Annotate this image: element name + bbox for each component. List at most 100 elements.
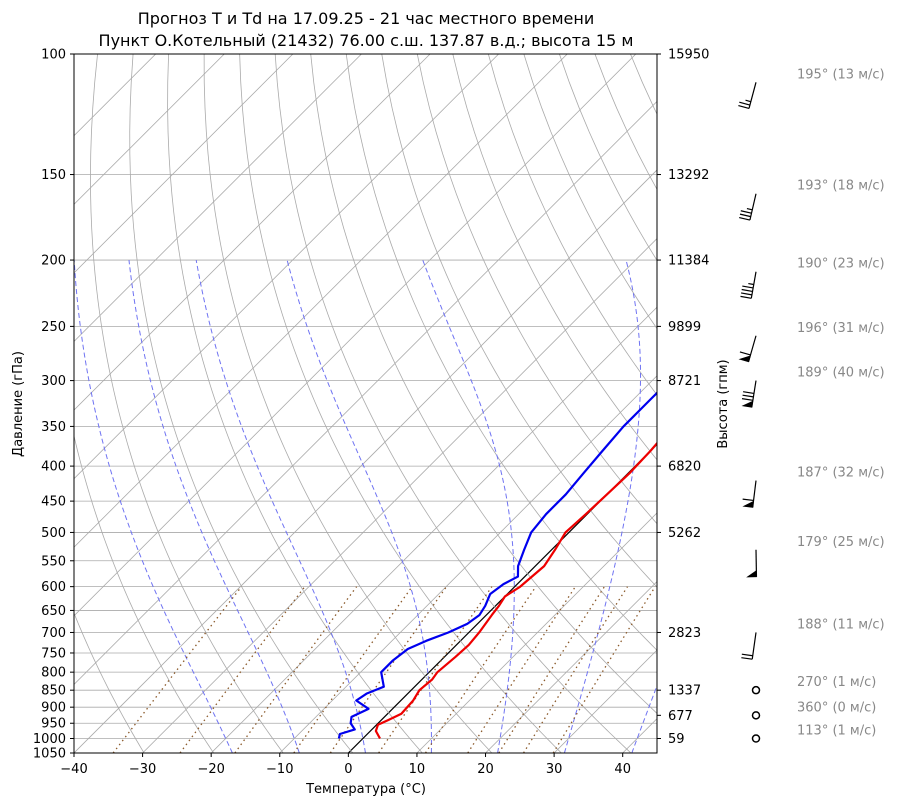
zero-isotherm xyxy=(347,443,657,753)
pressure-tick-label: 800 xyxy=(41,666,66,681)
wind-barb xyxy=(751,711,761,720)
isotherm--110 xyxy=(74,54,294,274)
wind-barb xyxy=(739,193,757,221)
height-axis-label: Высота (гпм) xyxy=(716,359,731,448)
x-tick-label: 20 xyxy=(477,762,494,777)
mixing-ratio-1 xyxy=(234,586,358,753)
moist-adiabat--20 xyxy=(74,260,233,753)
wind-label: 179° (25 м/с) xyxy=(797,535,885,550)
dry-adiabat-370 xyxy=(487,54,657,396)
wind-barb xyxy=(738,335,757,363)
x-tick-label: −20 xyxy=(197,762,224,777)
isotherm-20 xyxy=(485,580,657,753)
dry-adiabat-300 xyxy=(239,54,562,753)
dry-adiabat-250 xyxy=(74,434,214,753)
isotherm--100 xyxy=(74,54,362,343)
mixing-ratio-2 xyxy=(293,586,413,753)
isotherm--90 xyxy=(74,54,431,411)
pressure-tick-label: 750 xyxy=(41,646,66,661)
wind-barb xyxy=(741,380,757,408)
x-tick-label: 30 xyxy=(546,762,563,777)
dewpoint-profile xyxy=(337,391,657,739)
pressure-tick-label: 250 xyxy=(41,320,66,335)
wind-label: 270° (1 м/с) xyxy=(797,675,876,690)
dry-adiabat-240 xyxy=(74,612,145,753)
dry-adiabat-260 xyxy=(90,54,284,753)
height-tick-label: 11384 xyxy=(668,254,709,269)
pressure-tick-label: 950 xyxy=(41,717,66,732)
pressure-tick-label: 500 xyxy=(41,526,66,541)
dry-adiabat-310 xyxy=(274,54,632,753)
isotherm--80 xyxy=(74,54,499,480)
height-tick-label: 59 xyxy=(668,732,685,747)
profiles xyxy=(337,391,657,740)
mixing-ratio-12 xyxy=(467,586,576,753)
isotherm-40 xyxy=(622,718,657,753)
isotherm-10 xyxy=(416,512,657,753)
dry-adiabat-290 xyxy=(203,54,493,753)
dry-adiabat-450 xyxy=(773,54,900,753)
pressure-tick-label: 100 xyxy=(41,48,66,63)
dry-adiabat-410 xyxy=(630,54,657,115)
moist-adiabat-10 xyxy=(286,259,432,753)
pressure-tick-label: 650 xyxy=(41,604,66,619)
pressure-tick-label: 450 xyxy=(41,495,66,510)
isotherm--20 xyxy=(210,306,657,753)
y-axis-label: Давление (гПа) xyxy=(11,351,26,457)
dry-adiabat-340 xyxy=(381,54,657,588)
mixing-ratio-26 xyxy=(552,586,656,753)
pressure-tick-label: 1050 xyxy=(33,747,66,762)
wind-barb xyxy=(751,685,761,695)
x-axis-label: Температура (°C) xyxy=(305,782,426,797)
pressure-tick-label: 700 xyxy=(41,626,66,641)
pressure-tick-label: 200 xyxy=(41,254,66,269)
mixing-ratio-0.5 xyxy=(179,586,306,753)
wind-label: 187° (32 м/с) xyxy=(797,466,885,481)
x-tick-label: 10 xyxy=(409,762,426,777)
axes: −40 −30 −20 −10 0 10 20 30 40 100 150 200 250 300 350 4… xyxy=(33,48,709,778)
mixing-ratio-16 xyxy=(498,586,605,753)
plot-frame xyxy=(73,53,658,754)
isotherm--120 xyxy=(74,54,225,205)
isotherm--10 xyxy=(279,375,657,753)
background-lines xyxy=(74,54,900,753)
isotherm--40 xyxy=(74,169,657,753)
x-tick-label: −30 xyxy=(129,762,156,777)
wind-barb xyxy=(738,82,757,109)
x-tick-label: 40 xyxy=(614,762,631,777)
mixing-ratio-0.2 xyxy=(112,586,243,753)
x-tick-label: −10 xyxy=(266,762,293,777)
pressure-tick-label: 400 xyxy=(41,460,66,475)
height-tick-label: 6820 xyxy=(668,460,701,475)
mixing-ratio-20 xyxy=(522,586,629,753)
height-tick-label: 1337 xyxy=(668,684,701,699)
dry-adiabat-350 xyxy=(416,54,657,525)
pressure-tick-label: 150 xyxy=(41,168,66,183)
wind-label: 193° (18 м/с) xyxy=(797,179,885,194)
pressure-tick-label: 350 xyxy=(41,420,66,435)
mixing-ratio-5 xyxy=(378,586,493,753)
height-tick-label: 677 xyxy=(668,709,693,724)
wind-label: 195° (13 м/с) xyxy=(797,67,885,82)
wind-barb xyxy=(751,734,761,743)
isotherm--30 xyxy=(142,238,657,753)
pressure-tick-label: 300 xyxy=(41,374,66,389)
height-tick-label: 9899 xyxy=(668,320,701,335)
chart-title-line-2: Пункт О.Котельный (21432) 76.00 с.ш. 137… xyxy=(99,31,634,50)
dry-adiabat-280 xyxy=(167,54,423,753)
dry-adiabat-380 xyxy=(523,54,657,330)
pressure-tick-label: 600 xyxy=(41,580,66,595)
moist-adiabat-30 xyxy=(563,259,642,753)
height-tick-label: 5262 xyxy=(668,526,701,541)
dry-adiabat-320 xyxy=(310,54,657,714)
wind-barb xyxy=(741,632,757,660)
pressure-tick-label: 900 xyxy=(41,701,66,716)
x-tick-label: −40 xyxy=(60,762,87,777)
height-tick-label: 15950 xyxy=(668,48,709,63)
temperature-profile xyxy=(374,441,657,740)
wind-label: 190° (23 м/с) xyxy=(797,257,885,272)
wind-label: 360° (0 м/с) xyxy=(797,700,876,715)
dry-adiabat-430 xyxy=(701,54,900,753)
mixing-ratio-3 xyxy=(329,586,448,753)
